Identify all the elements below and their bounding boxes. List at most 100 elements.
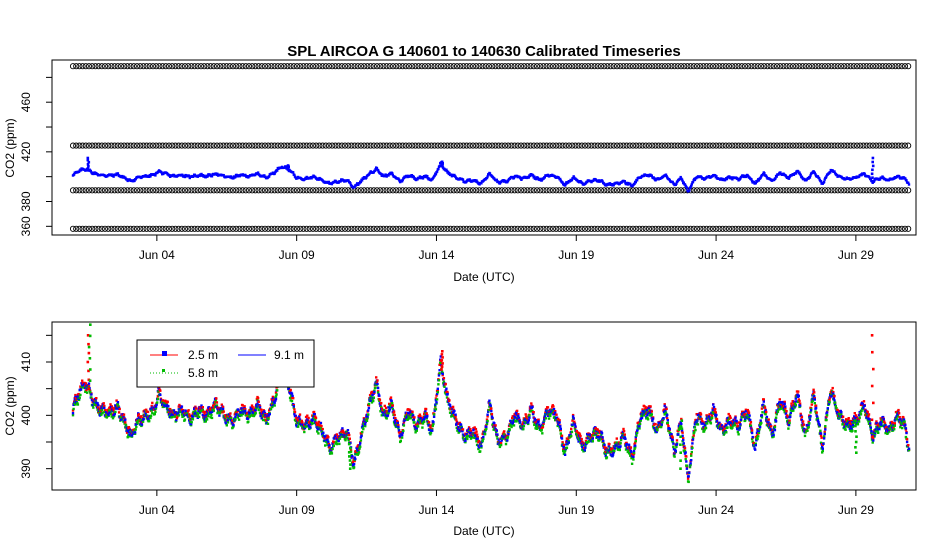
data-point: [238, 419, 240, 421]
data-point: [688, 189, 690, 191]
data-point: [390, 396, 392, 398]
data-point: [328, 444, 330, 446]
data-point: [397, 426, 399, 428]
x-tick-label: Jun 14: [418, 248, 454, 262]
data-point: [257, 397, 259, 399]
data-point: [295, 417, 297, 419]
data-point: [351, 455, 353, 457]
data-point: [376, 383, 378, 385]
data-point: [247, 421, 249, 423]
data-point: [88, 382, 90, 384]
data-point: [267, 423, 269, 425]
data-point: [435, 173, 437, 175]
data-point: [154, 413, 156, 415]
data-point: [333, 445, 335, 447]
data-point: [552, 405, 554, 407]
data-point: [519, 421, 521, 423]
data-point: [475, 428, 477, 430]
data-point: [259, 406, 261, 408]
data-point: [510, 426, 512, 428]
data-point: [274, 402, 276, 404]
spike-point: [87, 157, 90, 160]
x-tick-label: Jun 09: [279, 248, 315, 262]
data-point: [462, 428, 464, 430]
data-point: [191, 421, 193, 423]
data-point: [134, 431, 136, 433]
data-point: [72, 412, 74, 414]
data-point: [437, 168, 439, 170]
data-point: [213, 409, 215, 411]
data-point: [558, 421, 560, 423]
data-point: [202, 406, 204, 408]
data-point: [484, 433, 486, 435]
data-point: [525, 416, 527, 418]
data-point: [560, 428, 562, 430]
data-point: [142, 421, 144, 423]
data-point: [244, 410, 246, 412]
data-point: [178, 414, 180, 416]
x-tick-label: Jun 04: [139, 248, 175, 262]
data-point: [150, 415, 152, 417]
data-point: [299, 413, 301, 415]
data-point: [331, 452, 333, 454]
data-point: [97, 404, 99, 406]
spike-point: [287, 164, 290, 167]
y-axis-title-top: CO2 (ppm): [3, 118, 17, 177]
data-point: [154, 174, 156, 176]
data-point: [210, 414, 212, 416]
data-point: [485, 426, 487, 428]
data-point: [267, 418, 269, 420]
data-point: [114, 411, 116, 413]
data-point: [336, 433, 338, 435]
data-point: [159, 390, 161, 392]
data-point: [366, 420, 368, 422]
data-point: [435, 408, 437, 410]
data-point: [226, 424, 228, 426]
data-point: [376, 379, 378, 381]
data-point: [432, 421, 434, 423]
data-point: [315, 417, 317, 419]
y-tick-label: 460: [19, 92, 33, 112]
data-point: [390, 400, 392, 402]
data-point: [361, 431, 363, 433]
data-point: [386, 417, 388, 419]
data-point: [486, 414, 488, 416]
data-point: [338, 443, 340, 445]
data-point: [431, 430, 433, 432]
data-point: [117, 403, 119, 405]
data-point: [372, 400, 374, 402]
data-point: [195, 407, 197, 409]
data-point: [155, 404, 157, 406]
data-point: [215, 397, 217, 399]
data-point: [291, 393, 293, 395]
y-tick-label: 420: [19, 142, 33, 162]
data-point: [493, 422, 495, 424]
data-point: [517, 415, 519, 417]
data-point: [686, 187, 688, 189]
data-point: [558, 419, 560, 421]
data-point: [313, 411, 315, 413]
data-point: [541, 429, 543, 431]
data-point: [324, 444, 326, 446]
x-tick-label: Jun 19: [558, 248, 594, 262]
data-point: [327, 441, 329, 443]
calibration-level: [70, 64, 910, 69]
data-point: [537, 420, 539, 422]
data-point: [291, 395, 293, 397]
data-point: [124, 421, 126, 423]
data-point: [314, 413, 316, 415]
data-point: [528, 419, 530, 421]
calibration-level: [70, 143, 910, 148]
data-point: [349, 438, 351, 440]
data-point: [523, 425, 525, 427]
data-point: [413, 421, 415, 423]
data-point: [293, 405, 295, 407]
x-tick-label: Jun 29: [838, 248, 874, 262]
data-point: [309, 426, 311, 428]
data-point: [292, 397, 294, 399]
data-point: [148, 420, 150, 422]
data-point: [506, 439, 508, 441]
